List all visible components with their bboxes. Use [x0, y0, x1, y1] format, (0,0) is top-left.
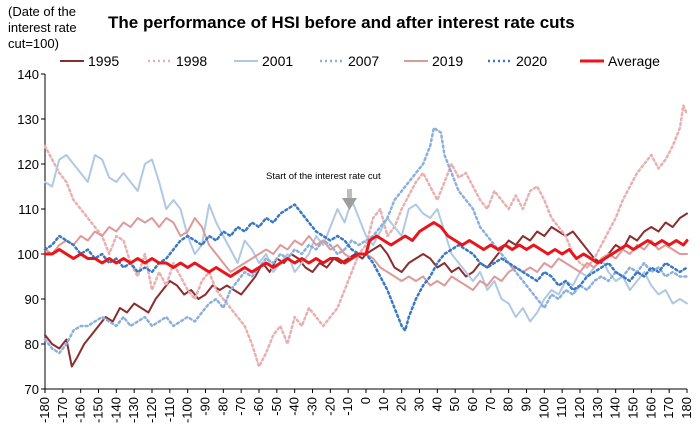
x-tick-label: 120 [572, 397, 587, 419]
series-line-average [43, 221, 689, 278]
x-tick-label: -170 [55, 397, 70, 423]
y-axis-label-line: (Date of the [8, 4, 76, 19]
x-tick-label: -160 [73, 397, 88, 423]
x-tick-label: 180 [679, 397, 694, 419]
y-axis-label-line: cut=100) [8, 36, 59, 51]
x-tick-label: 170 [661, 397, 676, 419]
legend: 1995 1998 2001 2007 2019 2020 Average [60, 53, 660, 69]
series-line-2020 [43, 203, 689, 332]
x-tick-label: -150 [91, 397, 106, 423]
x-tick-label: 140 [608, 397, 623, 419]
x-tick-label: -10 [340, 397, 355, 416]
y-tick-label: 80 [25, 337, 39, 352]
x-tick-label: -140 [108, 397, 123, 423]
series-line-1995 [44, 212, 688, 368]
series-line-2007 [43, 126, 689, 355]
x-tick-label: -50 [269, 397, 284, 416]
x-axis: -180 -170 -160 -150 -140 -130 -120 -110 -100 -90-… [37, 388, 694, 423]
legend-label-2007: 2007 [348, 53, 379, 69]
legend-label-2001: 2001 [262, 53, 293, 69]
y-axis: 70 80 90 100 110 120 130 140 [17, 67, 46, 397]
legend-label-1998: 1998 [176, 53, 207, 69]
x-tick-label: -60 [251, 397, 266, 416]
x-tick-label: 30 [412, 397, 427, 411]
y-tick-label: 90 [25, 292, 39, 307]
x-tick-label: 130 [590, 397, 605, 419]
x-tick-label: 150 [626, 397, 641, 419]
x-tick-label: 80 [501, 397, 516, 411]
x-tick-label: 20 [394, 397, 409, 411]
annotation-arrow-icon [342, 189, 357, 210]
y-tick-label: 140 [17, 67, 39, 82]
x-tick-label: -70 [233, 397, 248, 416]
series-line-1998 [43, 104, 689, 368]
y-tick-label: 130 [17, 112, 39, 127]
chart-title: The performance of HSI before and after … [108, 13, 575, 32]
y-axis-label: (Date of the interest rate cut=100) [8, 4, 77, 51]
x-tick-label: -20 [322, 397, 337, 416]
x-tick-label: -130 [126, 397, 141, 423]
x-tick-label: 50 [447, 397, 462, 411]
x-tick-label: 60 [465, 397, 480, 411]
x-tick-label: -90 [198, 397, 213, 416]
x-tick-label: -110 [162, 397, 177, 422]
x-tick-label: 10 [376, 397, 391, 411]
x-tick-label: -80 [215, 397, 230, 416]
x-tick-label: -30 [305, 397, 320, 416]
legend-label-1995: 1995 [88, 53, 119, 69]
x-tick-label: 70 [483, 397, 498, 411]
x-tick-label: 40 [429, 397, 444, 411]
x-tick-label: 160 [643, 397, 658, 419]
legend-label-average: Average [608, 53, 660, 69]
x-tick-label: 110 [554, 397, 569, 418]
y-tick-label: 110 [18, 202, 39, 217]
x-tick-label: -120 [144, 397, 159, 423]
y-axis-label-line: interest rate [8, 20, 77, 35]
annotation-text: Start of the interest rate cut [266, 171, 381, 182]
x-tick-label: 90 [519, 397, 534, 411]
x-tick-label: 0 [358, 397, 373, 404]
legend-label-2019: 2019 [432, 53, 463, 69]
x-tick-label: -180 [37, 397, 52, 423]
legend-label-2020: 2020 [516, 53, 547, 69]
y-tick-label: 120 [17, 157, 39, 172]
x-tick-label: -100 [180, 397, 195, 423]
y-tick-label: 70 [25, 382, 39, 397]
x-tick-label: -40 [287, 397, 302, 416]
x-tick-label: 100 [536, 397, 551, 419]
annotation: Start of the interest rate cut [266, 171, 381, 210]
series-group [43, 104, 689, 368]
y-tick-label: 100 [17, 247, 39, 262]
